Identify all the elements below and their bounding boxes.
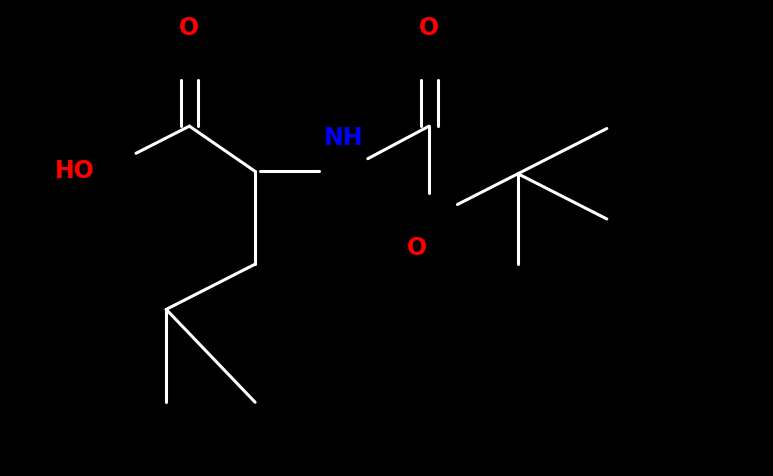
Text: O: O (179, 17, 199, 40)
Text: HO: HO (54, 159, 94, 183)
Text: O: O (407, 236, 427, 259)
Text: O: O (419, 17, 439, 40)
Text: NH: NH (324, 126, 364, 150)
